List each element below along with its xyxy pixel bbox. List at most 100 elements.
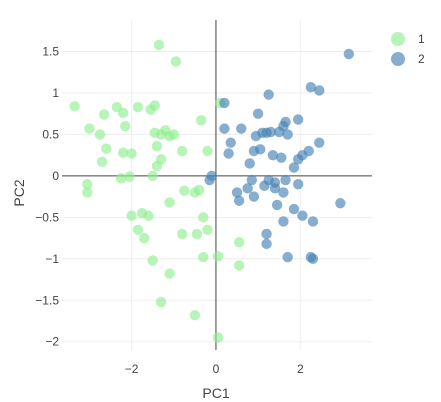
series-2-point xyxy=(303,145,314,157)
series-2-point xyxy=(269,183,281,194)
series-2-point xyxy=(259,180,270,192)
series-2-point xyxy=(271,199,283,211)
series-2-point xyxy=(297,210,308,221)
series-2-point xyxy=(280,174,291,186)
series-1-point xyxy=(132,224,144,235)
series-1-point xyxy=(195,115,207,126)
series-2-point xyxy=(314,137,325,148)
series-1-point xyxy=(151,160,163,172)
series-2-point xyxy=(252,108,264,119)
series-2-point xyxy=(206,170,217,182)
x-tick-label: −2 xyxy=(125,362,139,376)
series-2-point xyxy=(314,85,325,96)
legend-label-2[interactable]: 2 xyxy=(418,52,425,66)
series-1-point xyxy=(193,184,205,196)
series-1-point xyxy=(198,251,209,263)
series-2-point xyxy=(307,253,319,264)
series-1-point xyxy=(117,147,129,158)
series-1-point xyxy=(117,107,129,119)
zero-lines xyxy=(62,20,372,350)
series-1-point xyxy=(164,268,175,279)
y-tick-label: 1 xyxy=(52,86,59,100)
series-1-point xyxy=(132,101,144,113)
x-axis-ticks: −2 0 2 xyxy=(125,362,304,376)
series-2-point xyxy=(307,216,319,227)
series-1-point xyxy=(233,237,245,248)
x-tick-label: 2 xyxy=(297,362,304,376)
y-tick-label: −2 xyxy=(45,335,59,349)
series-2-point xyxy=(246,174,257,186)
y-tick-label: 1.5 xyxy=(42,45,59,59)
series-1-point xyxy=(177,228,188,240)
series-2-point xyxy=(343,48,355,60)
y-tick-label: 0.5 xyxy=(42,127,59,141)
series-1-point xyxy=(82,178,93,190)
series-1-point xyxy=(96,156,108,167)
series-2-point xyxy=(242,183,253,194)
series-2-point xyxy=(278,187,289,198)
series-2-point xyxy=(250,130,262,142)
series-1-point xyxy=(189,309,201,321)
legend-marker-1[interactable] xyxy=(391,32,405,46)
series-2-point xyxy=(267,149,279,161)
series-1-point xyxy=(120,120,131,132)
series-1-point xyxy=(126,210,137,221)
series-2-point xyxy=(292,154,304,165)
legend[interactable]: 12 xyxy=(391,32,425,66)
series-2-point xyxy=(292,114,304,125)
series-2-point xyxy=(219,97,230,109)
series-2-point xyxy=(276,152,287,163)
series-1-point xyxy=(145,104,156,115)
series-1-point xyxy=(170,56,182,67)
series-1-point xyxy=(151,140,163,152)
series-2-point xyxy=(274,126,285,138)
y-tick-label: −1 xyxy=(45,252,59,266)
series-1-point xyxy=(202,224,213,235)
series-2-point xyxy=(292,178,304,190)
series-2-point xyxy=(233,195,245,206)
series-2-point xyxy=(261,228,272,240)
series-1-point xyxy=(155,296,167,308)
series-1-point xyxy=(233,260,245,271)
series-1-point xyxy=(198,212,209,223)
series-2-point xyxy=(223,148,234,159)
y-axis-title: PC2 xyxy=(11,179,27,206)
series-2-point xyxy=(255,144,266,155)
series-2-point xyxy=(282,251,293,263)
series-2-point xyxy=(248,191,260,202)
series-1-point xyxy=(69,101,80,112)
series-2-point xyxy=(288,203,300,215)
series-2-point xyxy=(263,89,274,100)
series-2-point xyxy=(305,81,317,93)
series-1-point xyxy=(212,251,224,262)
series-1-point xyxy=(82,187,93,198)
series-2-point xyxy=(225,137,236,148)
series-2-point xyxy=(261,238,272,250)
series-1-point xyxy=(177,145,188,157)
series-2-point xyxy=(236,123,247,134)
y-axis-ticks: −2 −1.5 −1 −0.5 0 0.5 1 1.5 xyxy=(35,45,59,349)
x-axis-title: PC1 xyxy=(202,385,229,401)
series-2-point xyxy=(244,158,255,169)
series-1-point xyxy=(168,129,179,140)
legend-label-1[interactable]: 1 xyxy=(418,32,425,46)
series-1-point xyxy=(147,170,158,182)
series-1-point xyxy=(164,197,175,208)
series-1-point xyxy=(126,148,137,159)
series-2-point xyxy=(282,129,293,140)
y-tick-label: −1.5 xyxy=(35,293,59,307)
series-1-point xyxy=(115,173,127,184)
series-1-point xyxy=(153,39,165,51)
series-1-point xyxy=(84,123,95,134)
series-1-point xyxy=(147,255,158,266)
series-1-point xyxy=(98,109,110,120)
legend-marker-2[interactable] xyxy=(391,52,405,66)
series-2-point xyxy=(265,126,276,138)
x-tick-label: 0 xyxy=(213,362,220,376)
series-2-point xyxy=(278,216,289,227)
series-1-point xyxy=(94,129,106,140)
y-tick-label: 0 xyxy=(52,169,59,183)
y-tick-label: −0.5 xyxy=(35,210,59,224)
series-1-point xyxy=(179,185,190,197)
